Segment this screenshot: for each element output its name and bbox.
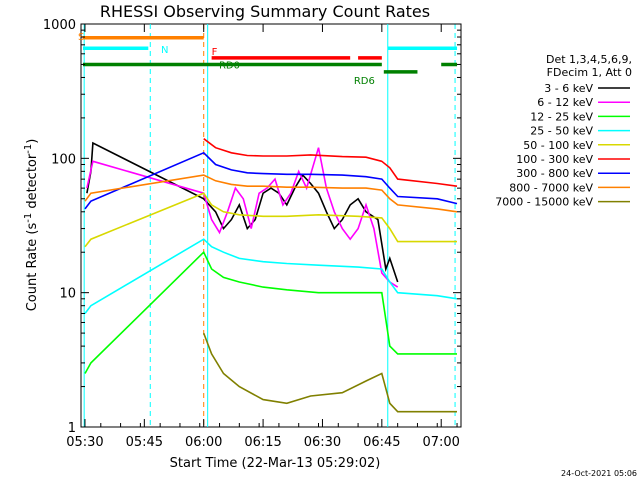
legend-label-0: 3 - 6 keV <box>544 82 593 95</box>
series-lines <box>84 138 458 413</box>
x-tick-label-5: 06:45 <box>363 435 400 450</box>
legend-label-5: 100 - 300 keV <box>516 153 593 166</box>
x-axis-label: Start Time (22-Mar-13 05:29:02) <box>170 456 381 471</box>
x-tick-label-0: 05:30 <box>66 435 103 450</box>
legend-label-6: 300 - 800 keV <box>516 167 593 180</box>
y-tick-label-2: 100 <box>51 152 76 167</box>
state-label-1: N <box>161 45 168 56</box>
series-line-7 <box>84 174 458 213</box>
state-label-5: RD0 <box>219 60 240 71</box>
legend-label-1: 6 - 12 keV <box>537 96 593 109</box>
series-line-5 <box>203 138 458 187</box>
plot-frame <box>80 23 462 428</box>
series-line-4 <box>84 192 457 248</box>
legend-label-3: 25 - 50 keV <box>530 125 593 138</box>
series-line-6 <box>84 151 458 210</box>
series-line-3 <box>84 238 458 314</box>
series-line-0 <box>86 141 399 283</box>
y-tick-label-1: 10 <box>59 287 76 302</box>
legend-label-7: 800 - 7000 keV <box>509 181 593 194</box>
x-tick-label-1: 05:45 <box>126 435 163 450</box>
x-tick-label-6: 07:00 <box>422 435 459 450</box>
series-line-8 <box>202 332 457 413</box>
legend-header-2: FDecim 1, Att 0 <box>547 66 632 79</box>
state-label-7: RD6 <box>354 76 375 87</box>
series-line-2 <box>84 250 457 374</box>
x-tick-label-4: 06:30 <box>304 435 341 450</box>
legend-header-1: Det 1,3,4,5,6,9, <box>546 53 632 66</box>
y-tick-label-0: 1 <box>68 421 76 436</box>
chart-title: RHESSI Observing Summary Count Rates <box>100 2 430 21</box>
legend-label-8: 7000 - 15000 keV <box>495 196 593 209</box>
legend-label-4: 50 - 100 keV <box>523 139 593 152</box>
x-tick-label-2: 06:00 <box>185 435 222 450</box>
x-tick-label-3: 06:15 <box>244 435 281 450</box>
vertical-markers <box>83 24 456 427</box>
legend-label-2: 12 - 25 keV <box>530 110 593 123</box>
y-axis-label: Count Rate (s-1 detector-1) <box>23 139 40 312</box>
x-axis-ticks: 05:30 05:45 06:00 06:15 06:30 06:45 07:00 <box>66 24 460 450</box>
y-tick-label-3: 1000 <box>43 18 76 33</box>
legend: Det 1,3,4,5,6,9, FDecim 1, Att 0 3 - 6 k… <box>495 53 632 209</box>
date-stamp: 24-Oct-2021 05:06 <box>561 469 637 478</box>
state-label-3: F <box>212 47 218 58</box>
y-axis-ticks: 1 10 100 1000 <box>43 18 461 436</box>
